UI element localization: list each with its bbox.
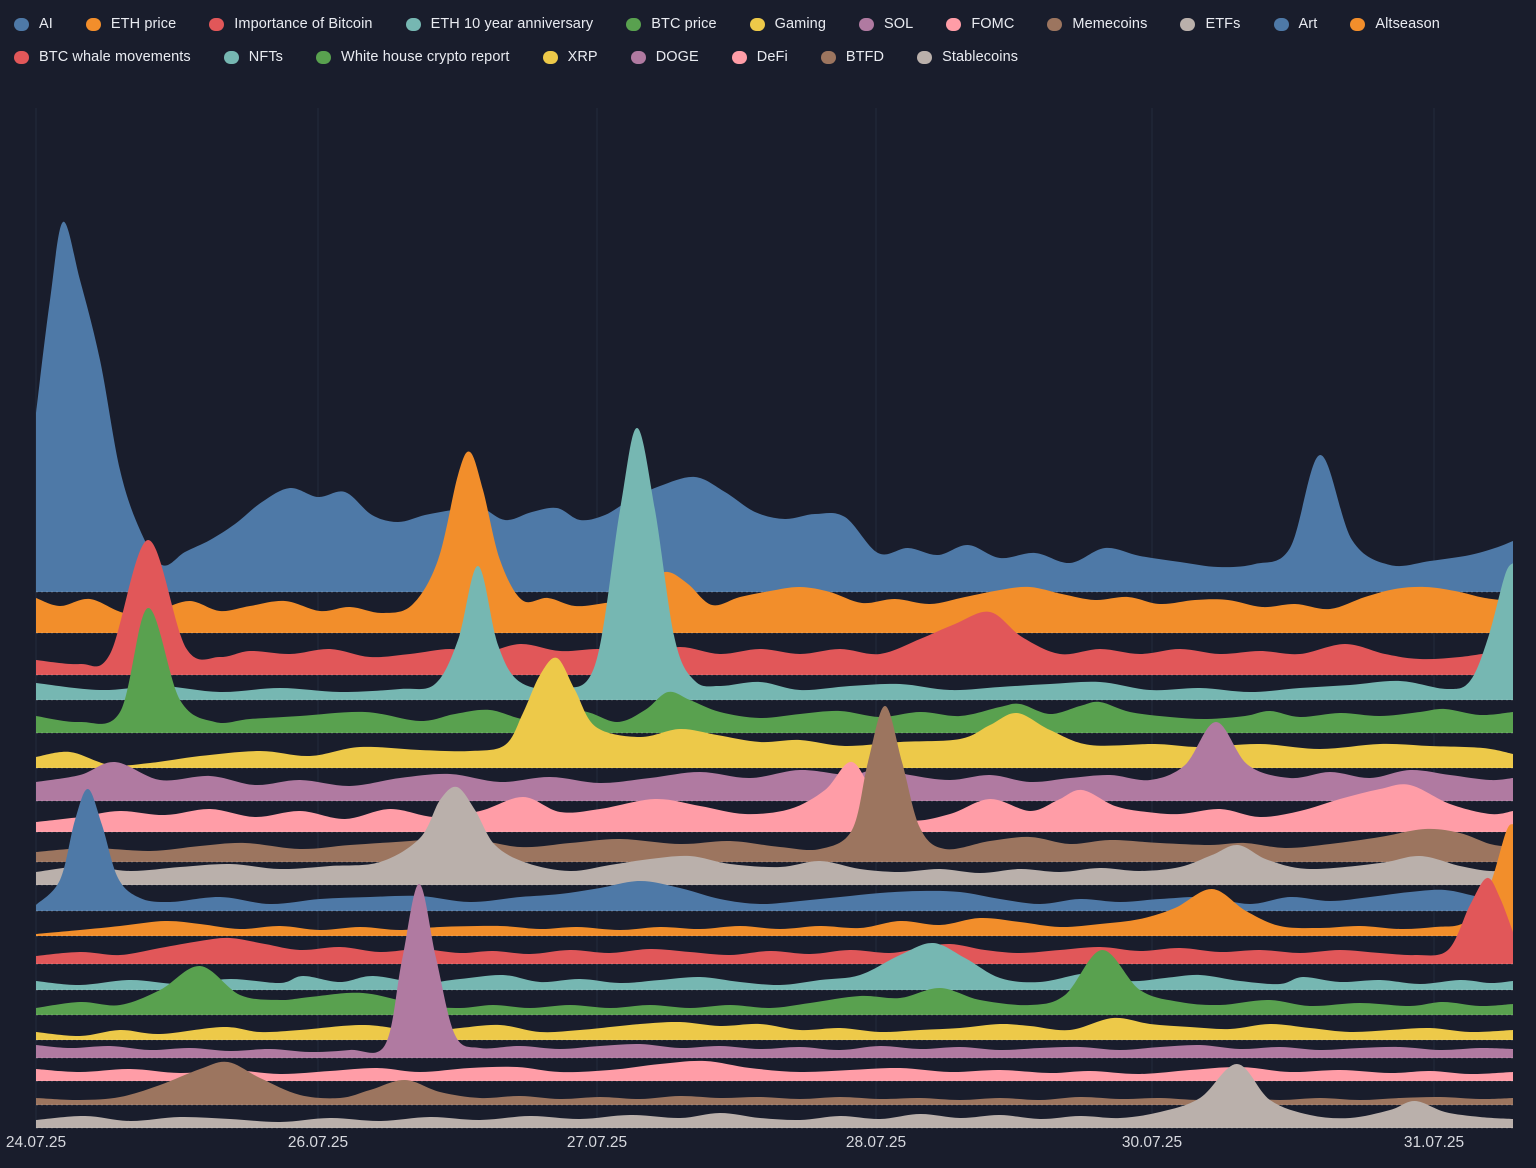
series-area-fomc[interactable]: [36, 761, 1513, 832]
legend-label: DOGE: [655, 49, 699, 65]
legend-label: BTC whale movements: [39, 49, 191, 65]
series-area-art[interactable]: [36, 788, 1513, 911]
legend-label: FOMC: [971, 16, 1015, 32]
legend-label: ETFs: [1205, 16, 1241, 32]
legend-item-etfs[interactable]: ETFs: [1180, 16, 1240, 32]
legend-item-fomc[interactable]: FOMC: [946, 16, 1014, 32]
x-axis-label-26-07-25: 26.07.25: [287, 1134, 349, 1151]
series-area-ai[interactable]: [36, 221, 1513, 592]
legend-label: Art: [1298, 16, 1318, 32]
legend-item-sol[interactable]: SOL: [858, 16, 914, 32]
series-area-doge[interactable]: [36, 883, 1513, 1058]
legend-label: AI: [39, 16, 53, 32]
legend-color-chip: [749, 17, 765, 31]
series-area-btfd[interactable]: [36, 1061, 1513, 1105]
legend-color-chip: [316, 50, 332, 64]
legend-color-chip: [1273, 17, 1289, 31]
legend-label: Altseason: [1375, 16, 1440, 32]
legend-label: Memecoins: [1072, 16, 1148, 32]
legend-color-chip: [630, 50, 646, 64]
legend-item-ai[interactable]: AI: [14, 16, 53, 32]
legend-label: Stablecoins: [942, 49, 1019, 65]
legend-item-importance-of-bitcoin[interactable]: Importance of Bitcoin: [209, 16, 372, 32]
legend-label: Importance of Bitcoin: [234, 16, 373, 32]
legend-label: NFTs: [248, 49, 284, 65]
legend-label: Gaming: [774, 16, 826, 32]
legend-label: ETH price: [110, 16, 177, 32]
series-area-altseason[interactable]: [36, 824, 1513, 936]
legend-label: ETH 10 year anniversary: [430, 16, 594, 32]
x-axis-label-31-07-25: 31.07.25: [1403, 1134, 1465, 1151]
series-area-eth-price[interactable]: [36, 451, 1513, 633]
x-axis-label-24-07-25: 24.07.25: [5, 1134, 67, 1151]
legend-color-chip: [946, 17, 962, 31]
series-area-gaming[interactable]: [36, 657, 1513, 768]
legend-color-chip: [731, 50, 747, 64]
legend-color-chip: [820, 50, 836, 64]
series-area-defi[interactable]: [36, 1060, 1513, 1081]
legend-color-chip: [14, 17, 29, 31]
series-area-btc-whale-movements[interactable]: [36, 877, 1513, 964]
x-axis-label-28-07-25: 28.07.25: [845, 1134, 907, 1151]
legend-label: White house crypto report: [341, 49, 510, 65]
legend-label: BTC price: [651, 16, 717, 32]
legend-item-doge[interactable]: DOGE: [630, 49, 699, 65]
legend-label: SOL: [883, 16, 914, 32]
legend-row: BTC whale movements NFTs White house crypt…: [14, 49, 1528, 65]
legend-item-altseason[interactable]: Altseason: [1350, 16, 1440, 32]
legend-label: DeFi: [756, 49, 788, 65]
legend-item-xrp[interactable]: XRP: [542, 49, 598, 65]
legend-item-eth-price[interactable]: ETH price: [85, 16, 177, 32]
legend-color-chip: [223, 50, 239, 64]
legend-color-chip: [858, 17, 874, 31]
series-area-stablecoins[interactable]: [36, 1063, 1513, 1128]
legend-color-chip: [405, 17, 421, 31]
series-area-btc-price[interactable]: [36, 607, 1513, 733]
x-axis-label-27-07-25: 27.07.25: [566, 1134, 628, 1151]
legend: AI ETH price Importance of Bitcoin ETH 10 y…: [14, 16, 1528, 65]
legend-color-chip: [209, 17, 225, 31]
x-axis: 24.07.25 26.07.25 27.07.25 28.07.25 30.07.25…: [0, 1134, 1536, 1160]
legend-row: AI ETH price Importance of Bitcoin ETH 10 y…: [14, 16, 1528, 32]
legend-color-chip: [917, 50, 933, 64]
legend-color-chip: [14, 50, 29, 64]
series-area-etfs[interactable]: [36, 786, 1513, 885]
legend-item-nfts[interactable]: NFTs: [223, 49, 284, 65]
series-area-memecoins[interactable]: [36, 706, 1513, 862]
legend-color-chip: [542, 50, 558, 64]
legend-item-defi[interactable]: DeFi: [731, 49, 788, 65]
legend-item-gaming[interactable]: Gaming: [749, 16, 826, 32]
legend-item-btc-whale-movements[interactable]: BTC whale movements: [14, 49, 191, 65]
legend-color-chip: [1047, 17, 1063, 31]
series-area-importance-of-bitcoin[interactable]: [36, 539, 1513, 675]
legend-color-chip: [1350, 17, 1366, 31]
legend-item-memecoins[interactable]: Memecoins: [1047, 16, 1147, 32]
series-area-sol[interactable]: [36, 722, 1513, 801]
series-area-white-house-crypto-report[interactable]: [36, 949, 1513, 1015]
legend-label: XRP: [567, 49, 598, 65]
legend-color-chip: [85, 17, 101, 31]
legend-item-eth-10-year-anniversary[interactable]: ETH 10 year anniversary: [405, 16, 594, 32]
legend-item-btfd[interactable]: BTFD: [820, 49, 885, 65]
legend-label: BTFD: [845, 49, 885, 65]
legend-color-chip: [1180, 17, 1196, 31]
legend-color-chip: [626, 17, 642, 31]
legend-item-white-house-crypto-report[interactable]: White house crypto report: [316, 49, 510, 65]
legend-item-btc-price[interactable]: BTC price: [626, 16, 717, 32]
legend-item-art[interactable]: Art: [1273, 16, 1318, 32]
legend-item-stablecoins[interactable]: Stablecoins: [917, 49, 1018, 65]
series-area-xrp[interactable]: [36, 1017, 1513, 1040]
x-axis-label-30-07-25: 30.07.25: [1121, 1134, 1183, 1151]
